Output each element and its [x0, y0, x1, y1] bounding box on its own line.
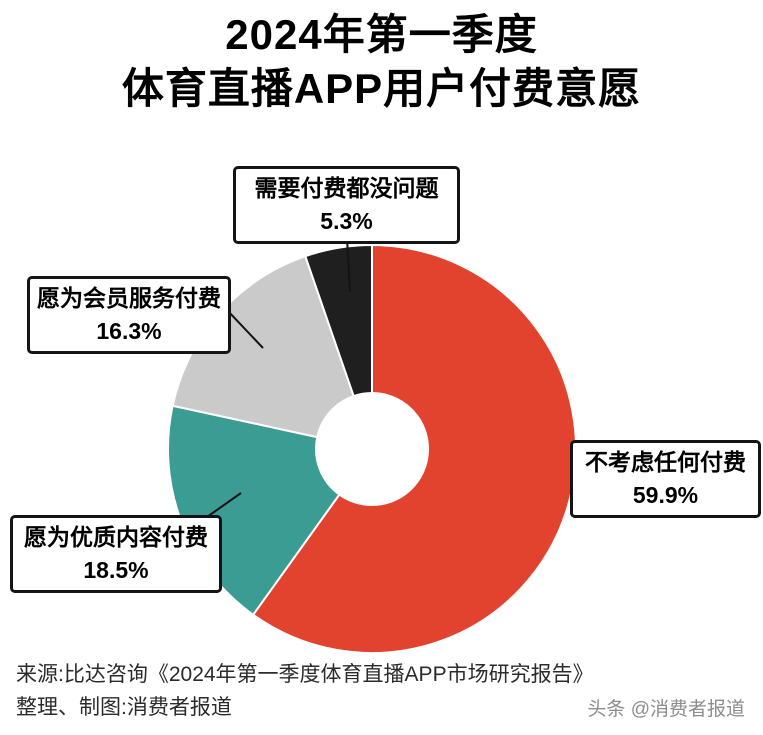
pie-slice-0: [251, 243, 577, 654]
callout-no-payment: 不考虑任何付费 59.9%: [570, 440, 761, 518]
page-title: 2024年第一季度 体育直播APP用户付费意愿: [0, 8, 763, 116]
callout-label: 愿为优质内容付费: [24, 524, 208, 550]
toutiao-watermark: 头条 @消费者报道: [587, 699, 745, 720]
leader-line-bottom: [206, 492, 242, 518]
pie-slices: [167, 243, 577, 654]
source-note: 来源:比达咨询《2024年第一季度体育直播APP市场研究报告》 整理、制图:消费…: [16, 658, 594, 724]
callout-membership-pay: 愿为会员服务付费 16.3%: [27, 276, 231, 354]
pie-slice-2: [171, 254, 355, 439]
callout-label: 不考虑任何付费: [585, 449, 746, 475]
callout-quality-content-pay: 愿为优质内容付费 18.5%: [10, 515, 222, 593]
source-line-1: 来源:比达咨询《2024年第一季度体育直播APP市场研究报告》: [16, 663, 594, 686]
callout-value: 18.5%: [83, 557, 149, 583]
callout-label: 愿为会员服务付费: [37, 285, 221, 311]
source-line-2: 整理、制图:消费者报道: [16, 696, 232, 719]
callout-label: 需要付费都没问题: [254, 175, 439, 201]
leader-line-top: [346, 237, 351, 293]
title-line-1: 2024年第一季度: [225, 11, 538, 58]
pie-slice-3: [304, 243, 373, 398]
leader-line-left: [226, 309, 264, 349]
callout-value: 5.3%: [320, 208, 373, 234]
callout-value: 59.9%: [632, 482, 699, 508]
callout-value: 16.3%: [96, 318, 162, 344]
callout-no-problem-paying: 需要付费都没问题 5.3%: [233, 166, 460, 244]
title-line-2: 体育直播APP用户付费意愿: [121, 65, 642, 112]
